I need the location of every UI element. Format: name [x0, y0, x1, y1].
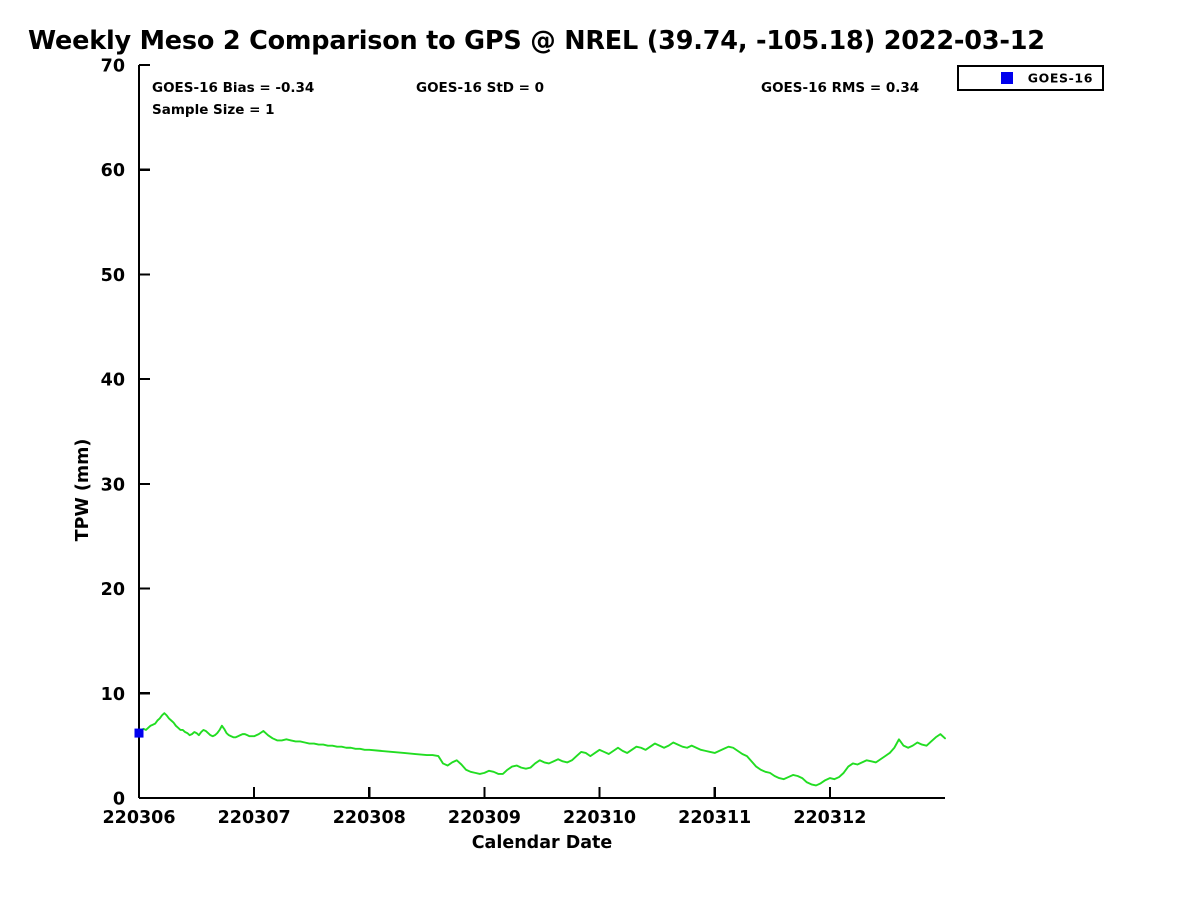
x-axis-ticks: 220306 220307 220308 220309 220310 220311 2203… [102, 787, 866, 828]
x-axis-title: Calendar Date [472, 833, 613, 853]
y-axis-title: TPW (mm) [73, 439, 93, 542]
statistics-annotations: GOES-16 Bias = -0.34 GOES-16 StD = 0 GOES-… [152, 80, 919, 118]
stat-annotation-2: GOES-16 RMS = 0.34 [761, 80, 919, 96]
legend-box [957, 65, 1104, 91]
legend-label-goes16: GOES-16 [1028, 71, 1093, 86]
y-tick-label: 70 [101, 57, 125, 77]
x-tick-label: 220306 [102, 808, 175, 828]
y-tick-label: 10 [101, 685, 125, 705]
x-tick-label: 220311 [678, 808, 751, 828]
y-tick-label: 0 [113, 790, 125, 810]
axes-group [137, 65, 945, 800]
stat-annotation-3: Sample Size = 1 [152, 102, 275, 118]
x-tick-label: 220308 [333, 808, 406, 828]
series-marker-1 [134, 728, 144, 738]
x-tick-label: 220307 [218, 808, 291, 828]
y-tick-label: 40 [101, 371, 125, 391]
legend-marker-goes16 [1001, 72, 1013, 84]
y-tick-label: 60 [101, 161, 125, 181]
chart-legend[interactable]: GOES-16 [957, 65, 1104, 91]
x-tick-label: 220312 [793, 808, 866, 828]
x-tick-label: 220310 [563, 808, 636, 828]
y-tick-label: 20 [101, 580, 125, 600]
stat-annotation-0: GOES-16 Bias = -0.34 [152, 80, 314, 96]
data-series-group [134, 712, 946, 787]
stat-annotation-1: GOES-16 StD = 0 [416, 80, 544, 96]
chart-title: Weekly Meso 2 Comparison to GPS @ NREL (… [28, 26, 1045, 56]
x-tick-label: 220309 [448, 808, 521, 828]
series-line-0 [138, 712, 946, 787]
y-tick-label: 50 [101, 266, 125, 286]
y-tick-label: 30 [101, 475, 125, 495]
y-axis-ticks: 0 10 20 30 40 50 60 70 [101, 57, 150, 810]
